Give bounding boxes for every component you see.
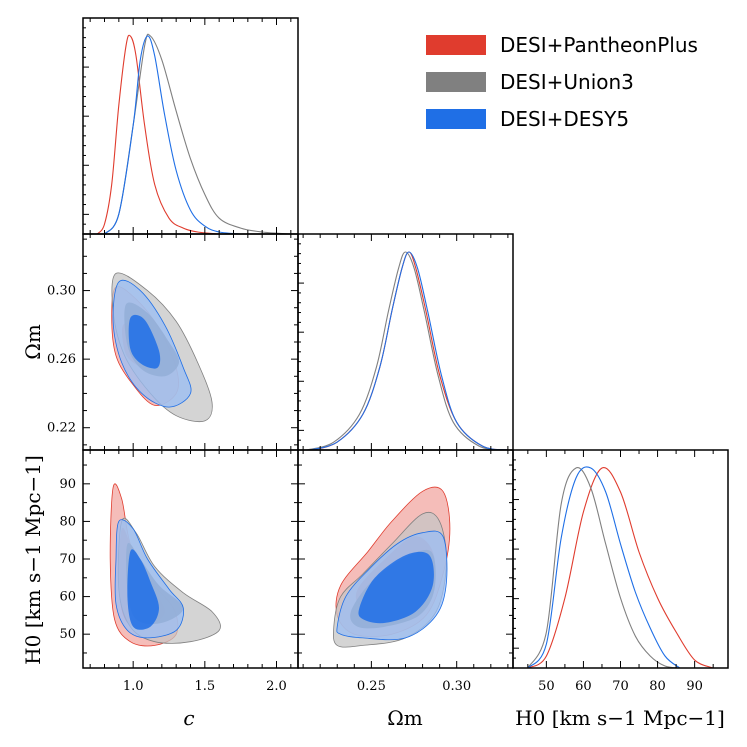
y-tick-label-H0: 80 — [59, 514, 76, 529]
x-tick-label-Om: 0.30 — [442, 679, 471, 694]
legend-swatch-pantheonplus — [426, 34, 486, 55]
x-tick-label-c: 1.0 — [123, 679, 144, 694]
x-label-c: c — [183, 706, 194, 730]
legend: DESI+PantheonPlus DESI+Union3 DESI+DESY5 — [426, 26, 698, 137]
contour-panel-c-H0 — [109, 483, 221, 647]
y-tick-label-Om: 0.30 — [47, 284, 76, 299]
y-tick-label-H0: 70 — [59, 552, 76, 567]
contour-panel-c-Om — [111, 272, 213, 423]
y-tick-label-Om: 0.22 — [47, 421, 76, 436]
marginal-curve-desi-pantheonplus-c — [96, 34, 220, 234]
y-label-h0: H0 [km s−1 Mpc−1] — [21, 455, 45, 665]
y-tick-label-H0: 60 — [59, 590, 76, 605]
legend-item-pantheonplus: DESI+PantheonPlus — [426, 26, 698, 63]
marginal-curve-desi-pantheonplus-H0 — [527, 466, 714, 668]
x-tick-label-H0: 80 — [649, 679, 666, 694]
marginal-curve-desi-union3-Om — [306, 251, 505, 450]
legend-label-desy5: DESI+DESY5 — [500, 106, 630, 131]
marginal-panel-Om — [306, 251, 508, 450]
contour-inner-desi-desy5-c-Om — [128, 314, 161, 369]
marginal-curve-desi-union3-H0 — [527, 467, 680, 668]
x-tick-label-c: 2.0 — [266, 679, 287, 694]
marginal-curve-desi-pantheonplus-Om — [311, 251, 508, 450]
marginal-panel-c — [96, 33, 291, 234]
x-label-om: Ωm — [387, 706, 423, 730]
contour-inner-desi-desy5-Om-H0 — [358, 551, 434, 624]
x-tick-label-H0: 60 — [575, 679, 592, 694]
legend-swatch-desy5 — [426, 108, 486, 129]
legend-label-union3: DESI+Union3 — [500, 69, 634, 94]
y-tick-label-Om: 0.26 — [47, 352, 76, 367]
marginal-curve-desi-desy5-H0 — [527, 466, 681, 668]
panel-frame-1-1 — [297, 233, 514, 451]
marginal-curve-desi-desy5-Om — [309, 251, 508, 450]
x-tick-label-c: 1.5 — [194, 679, 215, 694]
x-tick-label-Om: 0.25 — [357, 679, 386, 694]
panel-frame-0-0 — [82, 17, 299, 235]
legend-label-pantheonplus: DESI+PantheonPlus — [500, 32, 698, 57]
contour-panel-Om-H0 — [332, 486, 451, 648]
marginal-curve-desi-desy5-c — [104, 35, 241, 234]
legend-item-union3: DESI+Union3 — [426, 63, 698, 100]
contour-inner-desi-desy5-c-H0 — [127, 549, 159, 630]
x-tick-label-H0: 70 — [612, 679, 629, 694]
x-tick-label-H0: 90 — [686, 679, 703, 694]
y-label-om: Ωm — [21, 324, 45, 360]
marginal-panel-H0 — [527, 466, 714, 668]
y-tick-label-H0: 90 — [59, 477, 76, 492]
y-tick-label-H0: 50 — [59, 627, 76, 642]
legend-item-desy5: DESI+DESY5 — [426, 100, 698, 137]
x-tick-label-H0: 50 — [538, 679, 555, 694]
legend-swatch-union3 — [426, 71, 486, 92]
x-label-h0: H0 [km s−1 Mpc−1] — [515, 706, 725, 730]
